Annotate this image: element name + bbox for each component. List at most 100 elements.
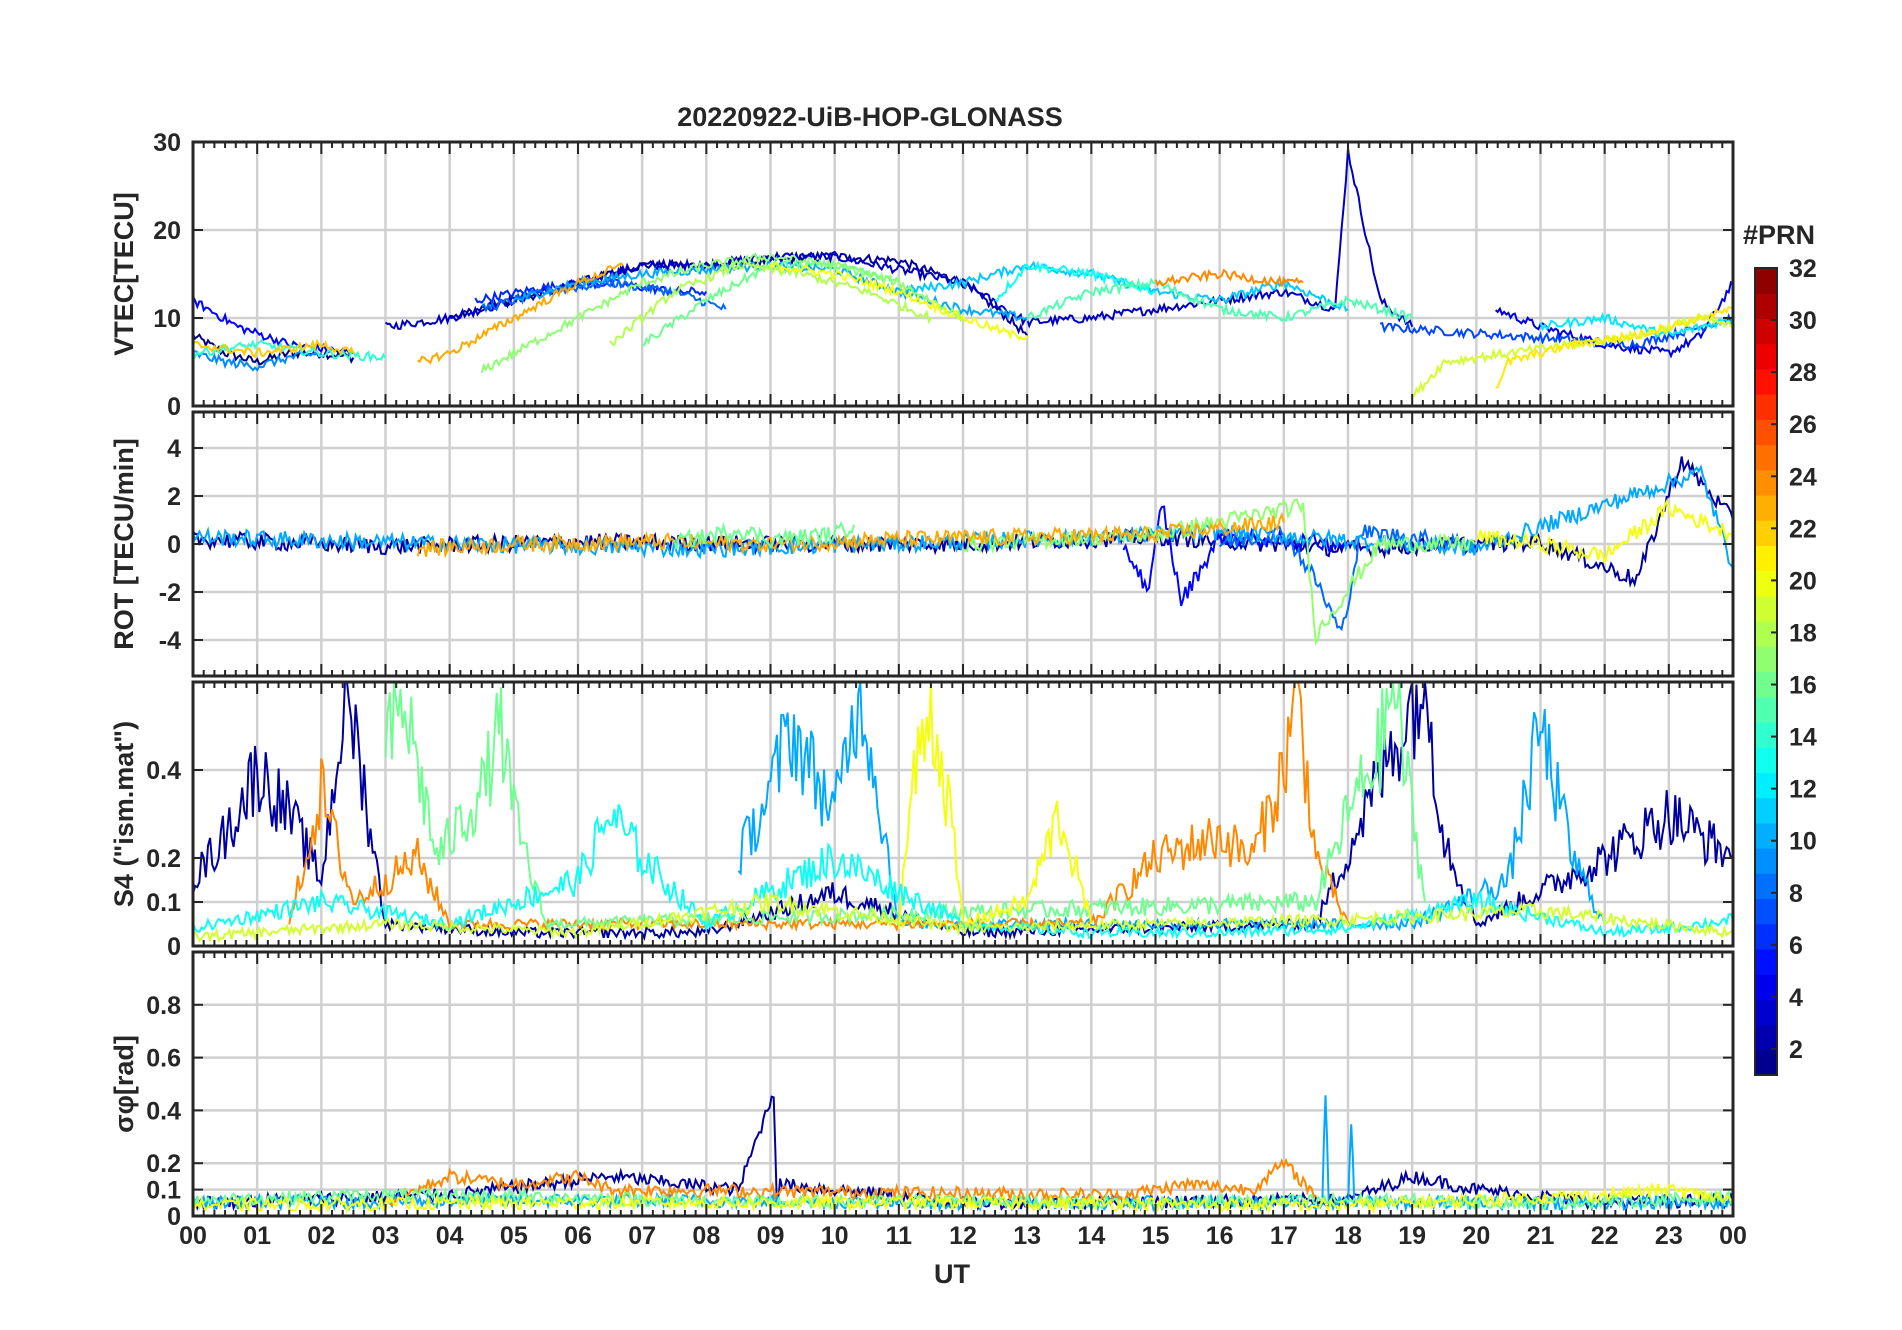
y-tick-label: -4 — [159, 627, 181, 655]
series-line-prn-11 — [898, 260, 1349, 312]
colorbar-segment — [1755, 671, 1777, 698]
y-tick-label: 4 — [167, 435, 181, 463]
colorbar-segment — [1755, 999, 1777, 1026]
series-line-prn-13 — [994, 260, 1156, 303]
x-tick-label: 07 — [628, 1222, 656, 1250]
y-tick-label: 0.4 — [146, 757, 181, 785]
panel-rot: -4 -2 0 2 4 ROT [TECU/min] — [109, 410, 1735, 678]
y-tick-label: 0.2 — [146, 1150, 181, 1178]
series-line-prn-19 — [192, 892, 1734, 944]
x-tick-label: 05 — [500, 1222, 528, 1250]
plot-border — [191, 680, 1735, 948]
colorbar-tick-label: 8 — [1789, 880, 1803, 908]
y-tick-label: -2 — [159, 579, 181, 607]
series-line-prn-8 — [481, 276, 727, 314]
colorbar-segment — [1755, 974, 1777, 1000]
plot-border — [191, 950, 1735, 1218]
y-axis-label: VTEC[TECU] — [109, 192, 139, 356]
colorbar-segment — [1755, 545, 1777, 572]
series-line-prn-22 — [192, 338, 355, 359]
series-line-prn-23 — [417, 262, 624, 365]
series-line-prn-15 — [1026, 277, 1414, 325]
colorbar-segment — [1755, 898, 1777, 925]
y-tick-label: 10 — [153, 305, 181, 333]
colorbar-tick-label: 22 — [1789, 515, 1817, 543]
colorbar-segment — [1755, 1049, 1777, 1076]
plot-border — [191, 140, 1735, 408]
colorbar-segment — [1755, 621, 1777, 647]
colorbar-tick-label: 6 — [1789, 932, 1803, 960]
colorbar-segment — [1755, 873, 1777, 900]
colorbar-segment — [1755, 293, 1777, 320]
colorbar-tick-label: 30 — [1789, 307, 1817, 335]
grid — [191, 682, 1735, 948]
series-group — [192, 148, 1734, 398]
colorbar-tick-label: 28 — [1789, 359, 1817, 387]
colorbar-tick-label: 18 — [1789, 619, 1817, 647]
panel-vtec: 0 10 20 30 VTEC[TECU] — [109, 129, 1735, 421]
colorbar-title: #PRN — [1743, 220, 1815, 250]
series-line-prn-16 — [673, 520, 855, 550]
x-tick-label: 18 — [1334, 1222, 1362, 1250]
colorbar-segment — [1755, 394, 1777, 420]
series-line-prn-18 — [609, 260, 932, 347]
x-tick-label: 02 — [307, 1222, 335, 1250]
colorbar-segment — [1755, 595, 1777, 622]
colorbar-segment — [1755, 848, 1777, 874]
x-tick-label: 03 — [372, 1222, 400, 1250]
x-tick-label: 20 — [1462, 1222, 1490, 1250]
y-axis-label: σφ[rad] — [109, 1035, 139, 1133]
series-line-prn-16 — [192, 1186, 1734, 1212]
series-line-prn-20 — [769, 260, 1029, 341]
x-tick-label: 06 — [564, 1222, 592, 1250]
colorbar-segment — [1755, 268, 1777, 294]
series-line-prn-23 — [416, 511, 1285, 559]
y-axis-label: S4 ("ism.mat") — [109, 721, 139, 907]
colorbar-segment — [1755, 747, 1777, 773]
colorbar-segment — [1755, 494, 1777, 521]
x-tick-label: 13 — [1013, 1222, 1041, 1250]
panel-sigma_phi: 00.10.2 0.4 0.6 0.8σφ[rad] 00 01 02 03 04 05 06 07 0… — [109, 950, 1747, 1250]
colorbar-segment — [1755, 797, 1777, 824]
x-tick-label: 14 — [1077, 1222, 1105, 1250]
y-tick-label: 0 — [167, 393, 181, 421]
colorbar-border — [1754, 267, 1778, 1076]
series-line-prn-24 — [288, 681, 1349, 933]
colorbar-tick-label: 32 — [1789, 255, 1817, 283]
panel-s4: 0 0.1 0.2 0.4S4 ("ism.mat") — [109, 680, 1735, 961]
colorbar-segment — [1755, 520, 1777, 547]
x-tick-label: 15 — [1142, 1222, 1170, 1250]
colorbar-segment — [1755, 721, 1777, 748]
x-tick-label: 04 — [436, 1222, 464, 1250]
series-line-prn-4 — [1494, 280, 1734, 359]
colorbar-tick-label: 16 — [1789, 672, 1817, 700]
grid — [191, 412, 1735, 676]
series-line-prn-9 — [192, 349, 323, 372]
x-tick-label: 16 — [1206, 1222, 1234, 1250]
x-axis-label: UT — [934, 1259, 970, 1289]
series-group — [192, 681, 1734, 944]
x-tick-label: 12 — [949, 1222, 977, 1250]
series-line-prn-5 — [192, 295, 354, 355]
colorbar-segment — [1755, 318, 1777, 345]
figure-title: 20220922-UiB-HOP-GLONASS — [677, 102, 1063, 132]
y-axis-label: ROT [TECU/min] — [109, 438, 139, 649]
y-tick-label: 0.6 — [146, 1045, 181, 1073]
colorbar-tick-label: 14 — [1789, 724, 1817, 752]
series-line-prn-16 — [384, 681, 1426, 933]
colorbar-segment — [1755, 419, 1777, 446]
y-tick-label: 0 — [167, 1203, 181, 1231]
series-line-prn-17 — [480, 253, 964, 374]
colorbar-segment — [1755, 772, 1777, 799]
colorbar-segment — [1755, 948, 1777, 975]
y-tick-label: 0 — [167, 531, 181, 559]
x-tick-label: 10 — [821, 1222, 849, 1250]
plot-border — [191, 410, 1735, 678]
x-tick-label: 00 — [1719, 1222, 1747, 1250]
colorbar-tick-label: 2 — [1789, 1036, 1803, 1064]
y-tick-label: 30 — [153, 129, 181, 157]
colorbar-tick-label: 26 — [1789, 411, 1817, 439]
y-tick-label: 0.2 — [146, 845, 181, 873]
